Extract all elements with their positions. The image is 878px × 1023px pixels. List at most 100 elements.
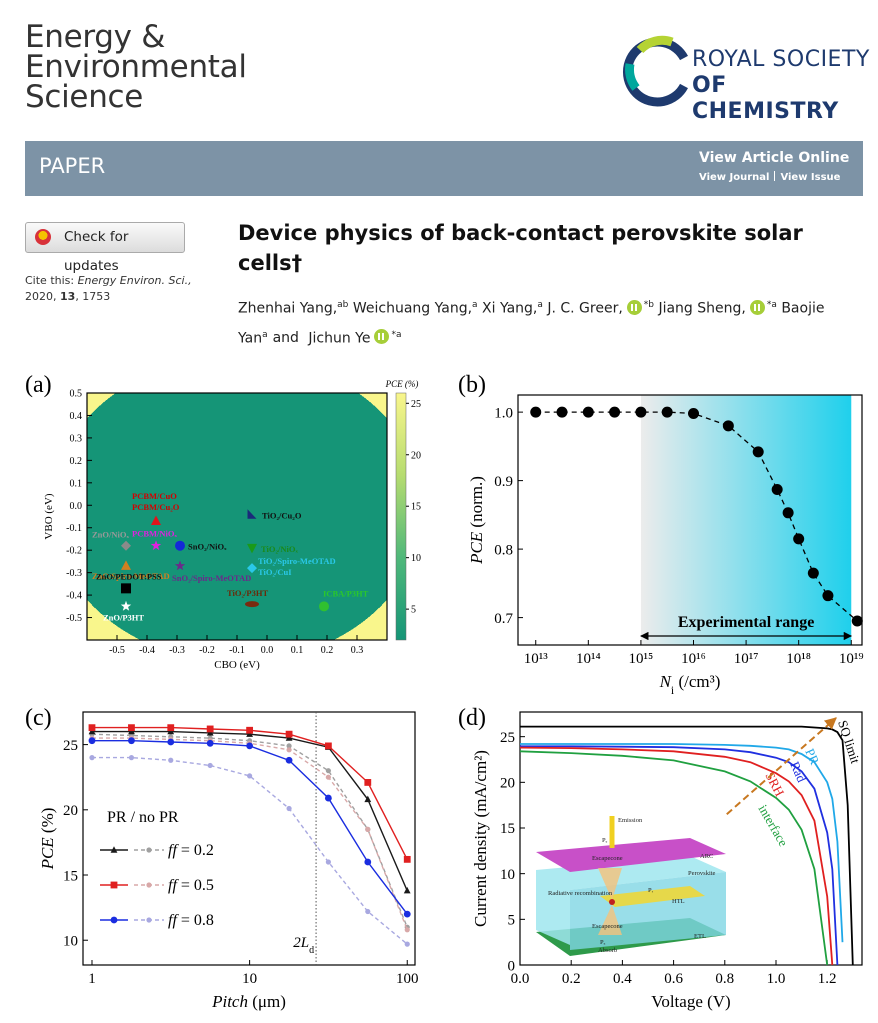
data-point bbox=[167, 724, 175, 732]
x-tick-label: 10¹⁹ bbox=[839, 651, 864, 667]
check-updates-button[interactable]: Check for updates bbox=[25, 222, 185, 274]
scatter-point bbox=[151, 515, 161, 525]
journal-line: Energy & bbox=[25, 19, 166, 55]
x-tick-label: 10¹⁶ bbox=[681, 651, 706, 667]
x-axis-label: CBO (eV) bbox=[214, 659, 260, 671]
scatter-point bbox=[319, 601, 329, 612]
data-point bbox=[403, 886, 411, 894]
scatter-point bbox=[247, 563, 257, 574]
data-point bbox=[324, 794, 332, 802]
data-point bbox=[365, 826, 371, 832]
author-affiliation: a bbox=[537, 300, 543, 310]
data-point bbox=[782, 507, 794, 519]
author-affiliation: *a bbox=[766, 300, 777, 310]
author-name: Jiang Sheng bbox=[658, 300, 742, 317]
view-issue-link[interactable]: View Issue bbox=[780, 172, 841, 183]
data-point bbox=[851, 615, 863, 627]
y-tick-label: 20 bbox=[63, 803, 78, 819]
y-tick-label: 0.7 bbox=[494, 611, 513, 627]
author-separator: , bbox=[618, 300, 623, 317]
orcid-icon bbox=[374, 329, 390, 345]
y-tick-label: 25 bbox=[63, 738, 78, 754]
trend-arrow bbox=[701, 717, 837, 837]
data-point bbox=[128, 737, 135, 745]
scatter-point bbox=[175, 540, 185, 551]
data-point bbox=[285, 756, 293, 764]
scatter-point bbox=[120, 600, 132, 611]
inset-label: ARC bbox=[700, 853, 713, 860]
publisher-line: OF CHEMISTRY bbox=[692, 73, 839, 124]
data-point bbox=[128, 755, 135, 761]
point-label: PCBM/Cu₂O bbox=[132, 502, 180, 512]
label-part: (%) bbox=[38, 808, 57, 838]
data-point bbox=[404, 927, 410, 933]
panel-a: (a) -0.5 -0.4 -0.3 -0.2 -0.1 0.0 0.1 0.2 0.3 0.5 0.… bbox=[25, 372, 421, 671]
x-tick-label: 0.2 bbox=[321, 645, 334, 656]
point-label: ZnO/P3HT bbox=[103, 612, 144, 622]
point-label: SnO₂/NiOₓ bbox=[188, 542, 227, 552]
line-series bbox=[520, 745, 839, 966]
data-point bbox=[722, 420, 734, 432]
legend-title: PR / no PR bbox=[107, 809, 179, 826]
arc-layer bbox=[536, 838, 726, 872]
inset-label: ETL bbox=[694, 933, 706, 940]
y-tick-label: -0.5 bbox=[66, 613, 82, 624]
line-series bbox=[91, 733, 408, 928]
data-point bbox=[286, 747, 292, 753]
y-tick-label: -0.2 bbox=[66, 546, 82, 557]
data-point bbox=[752, 446, 764, 458]
x-tick-label: 0.1 bbox=[291, 645, 304, 656]
data-point bbox=[168, 757, 174, 763]
scatter-point bbox=[121, 583, 131, 594]
journal-links: View Journal View Issue bbox=[699, 171, 840, 183]
inset-label: Perovskite bbox=[688, 870, 716, 877]
view-article-link[interactable]: View Article Online bbox=[699, 150, 850, 166]
y-tick-label: -0.3 bbox=[66, 568, 82, 579]
plot-frame bbox=[86, 392, 388, 641]
data-point bbox=[88, 727, 96, 735]
point-label: TiO₂/P3HT bbox=[227, 588, 268, 598]
data-point bbox=[556, 406, 568, 418]
legend-label: ff = 0.8 bbox=[168, 912, 214, 929]
annotation-label: 2Ld bbox=[293, 935, 314, 956]
x-tick-label: 0.0 bbox=[261, 645, 274, 656]
x-tick-label: -0.2 bbox=[199, 645, 215, 656]
point-label: TiO₂/Spiro-MeOTAD bbox=[258, 556, 336, 566]
line-series bbox=[92, 756, 408, 945]
x-tick-label: 10¹⁴ bbox=[576, 651, 601, 667]
point-label: TiO₂/CuI bbox=[258, 567, 292, 577]
rsc-logo bbox=[623, 35, 688, 107]
x-tick-label: 10¹³ bbox=[524, 651, 548, 667]
colorbar-tick-label: 5 bbox=[411, 605, 416, 616]
x-tick-label: 0.3 bbox=[351, 645, 364, 656]
data-point bbox=[247, 773, 253, 779]
author-name: Weichuang Yang bbox=[352, 300, 468, 317]
data-point bbox=[286, 743, 292, 749]
view-journal-link[interactable]: View Journal bbox=[699, 172, 770, 183]
data-point bbox=[364, 858, 372, 866]
x-axis-label: Voltage (V) bbox=[651, 992, 730, 1011]
legend-label: ff = 0.2 bbox=[168, 842, 214, 859]
author-separator: , bbox=[467, 300, 473, 317]
cite-year: 2020, bbox=[25, 290, 57, 303]
scatter-point bbox=[247, 543, 257, 554]
data-point bbox=[285, 730, 293, 738]
y-tick-label: 0.4 bbox=[70, 411, 83, 422]
author-conjunction: and bbox=[272, 330, 299, 347]
recombination-site bbox=[609, 899, 615, 905]
data-point bbox=[807, 567, 819, 579]
y-tick-label: 0.3 bbox=[70, 433, 83, 444]
y-axis-label: Current density (mA/cm²) bbox=[471, 750, 490, 927]
y-tick-label: 0.1 bbox=[70, 478, 83, 489]
panel-label: (c) bbox=[25, 705, 52, 731]
label-part: i bbox=[671, 683, 675, 697]
series-label: PR bbox=[802, 746, 822, 767]
inset-label: Escapecone bbox=[592, 855, 623, 862]
series-label: SRH bbox=[762, 769, 787, 798]
line-series bbox=[520, 743, 844, 943]
journal-line: Environmental bbox=[25, 49, 247, 85]
data-point bbox=[530, 406, 542, 418]
plot-frame bbox=[517, 394, 863, 646]
panel-label: (d) bbox=[458, 705, 486, 731]
